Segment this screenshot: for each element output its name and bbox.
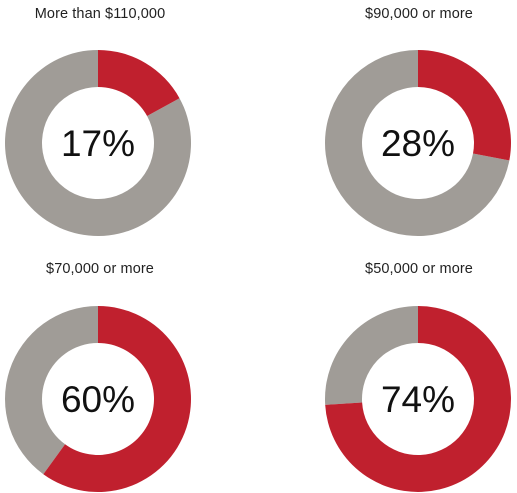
donut-value-slice-50k bbox=[325, 306, 511, 492]
donut-remainder-slice-110k bbox=[5, 50, 192, 236]
donut-remainder-slice-50k bbox=[325, 306, 418, 405]
donut-value-slice-110k bbox=[98, 50, 180, 117]
donut-percent-label-70k: 60% bbox=[61, 379, 135, 420]
donut-value-slice-70k bbox=[43, 306, 191, 492]
donut-remainder-slice-90k bbox=[325, 50, 510, 236]
chart-title-90k: $90,000 or more bbox=[365, 6, 473, 22]
chart-title-110k: More than $110,000 bbox=[34, 6, 166, 22]
donut-percent-label-50k: 74% bbox=[381, 379, 455, 420]
chart-title-70k: $70,000 or more bbox=[46, 261, 154, 277]
donut-percent-label-110k: 17% bbox=[61, 123, 135, 164]
donut-remainder-slice-70k bbox=[5, 305, 99, 475]
donut-value-slice-90k bbox=[418, 50, 511, 161]
chart-title-50k: $50,000 or more bbox=[365, 261, 473, 277]
donut-percent-label-90k: 28% bbox=[381, 123, 455, 164]
